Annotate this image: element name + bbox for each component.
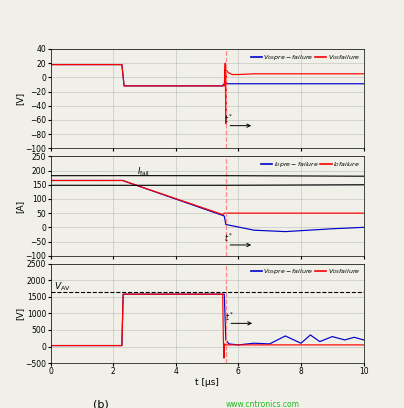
Y-axis label: [V]: [V] [15, 92, 24, 105]
Y-axis label: [V]: [V] [15, 307, 24, 320]
Text: $I_{\rm fail}$: $I_{\rm fail}$ [137, 165, 149, 178]
Text: $t^*$: $t^*$ [225, 310, 234, 323]
Legend: $V_{DS} pre-failure$, $V_{DS} failure$: $V_{DS} pre-failure$, $V_{DS} failure$ [250, 267, 360, 277]
Text: $t^*$: $t^*$ [224, 232, 234, 244]
X-axis label: t [μs]: t [μs] [195, 378, 219, 387]
Text: $V_{\rm AV}$: $V_{\rm AV}$ [54, 281, 70, 293]
Text: www.cntronics.com: www.cntronics.com [225, 400, 300, 408]
Legend: $V_{GS} pre-failure$, $V_{GS} failure$: $V_{GS} pre-failure$, $V_{GS} failure$ [250, 52, 360, 62]
Y-axis label: [A]: [A] [15, 200, 24, 213]
Legend: $I_{D} pre-failure$, $I_{D} failure$: $I_{D} pre-failure$, $I_{D} failure$ [261, 160, 360, 170]
Text: (b): (b) [93, 399, 109, 408]
Text: $t^*$: $t^*$ [224, 113, 234, 125]
